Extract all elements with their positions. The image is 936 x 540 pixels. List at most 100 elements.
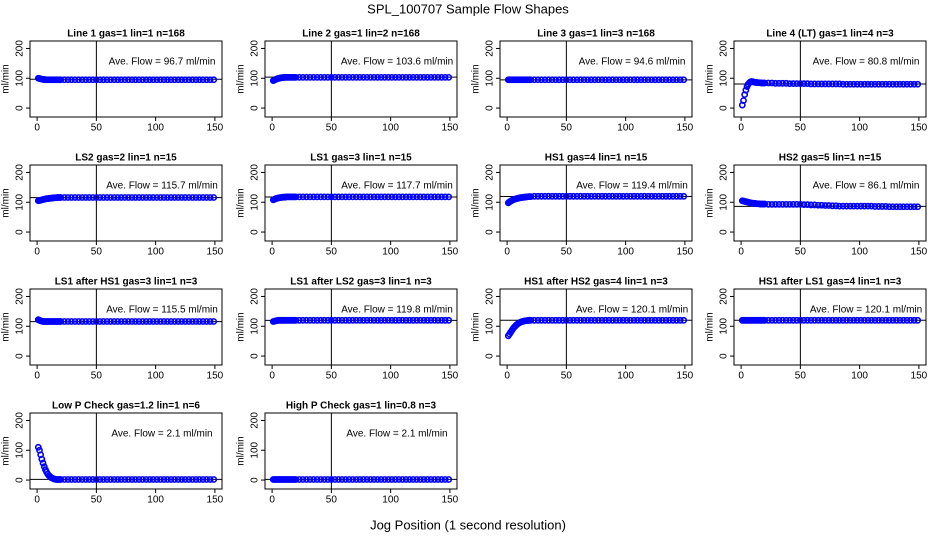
x-tick-label: 150 (442, 247, 459, 258)
data-point (552, 192, 560, 200)
x-tick-label: 0 (34, 247, 40, 258)
y-tick-label: 100 (485, 317, 496, 334)
data-point (793, 316, 801, 324)
data-point (310, 476, 317, 483)
x-tick-label: 100 (147, 371, 164, 382)
data-point (616, 192, 624, 200)
data-point (602, 192, 609, 200)
data-point (174, 318, 182, 325)
data-point (100, 194, 107, 201)
data-point (669, 76, 677, 84)
data-point (388, 73, 396, 81)
data-point (359, 193, 367, 201)
data-point (327, 476, 335, 483)
data-point (609, 316, 616, 324)
data-point (409, 476, 417, 483)
data-point (612, 192, 620, 200)
data-point (616, 316, 624, 324)
data-point (107, 194, 114, 201)
data-point (181, 194, 189, 201)
data-point (310, 73, 317, 81)
data-point (772, 79, 779, 87)
data-point (594, 76, 602, 84)
data-point (338, 73, 346, 81)
data-point (317, 193, 325, 201)
data-point (541, 316, 549, 324)
data-point (71, 194, 79, 201)
data-point (124, 476, 132, 483)
x-tick-label: 0 (34, 123, 40, 134)
data-point (82, 194, 90, 201)
data-point (374, 476, 381, 483)
data-point (782, 316, 790, 324)
data-point (836, 202, 843, 210)
x-tick-label: 150 (442, 495, 459, 506)
x-tick-label: 150 (677, 371, 694, 382)
data-point (779, 316, 786, 324)
panel-title: LS2 gas=2 lin=1 n=15 (75, 153, 177, 164)
data-point (541, 76, 549, 84)
data-point (637, 76, 645, 84)
panel-title: High P Check gas=1 lin=0.8 n=3 (286, 401, 437, 412)
data-point (846, 316, 854, 324)
data-point (811, 80, 818, 88)
data-point (75, 76, 82, 84)
data-point (836, 316, 843, 324)
data-point (352, 476, 360, 483)
data-point (584, 316, 592, 324)
y-tick-label: 100 (250, 69, 261, 86)
data-point (299, 73, 307, 81)
data-point (651, 316, 659, 324)
data-point (666, 76, 673, 84)
data-point (860, 202, 868, 210)
data-point (669, 192, 677, 200)
plot-frame (29, 288, 223, 366)
data-point (110, 194, 118, 201)
data-point (580, 76, 588, 84)
data-point (89, 476, 97, 483)
data-point (100, 76, 107, 84)
x-axis-label: Jog Position (1 second resolution) (370, 517, 566, 532)
data-point (135, 318, 143, 325)
data-point (164, 476, 171, 483)
data-point (156, 476, 164, 483)
data-point (156, 318, 164, 325)
data-point (363, 476, 371, 483)
data-point (666, 192, 673, 200)
data-point (538, 316, 545, 324)
data-point (434, 73, 442, 81)
data-point (580, 192, 588, 200)
data-point (782, 79, 790, 87)
data-point (292, 476, 300, 483)
data-point (427, 476, 435, 483)
data-point (103, 76, 111, 84)
data-point (96, 318, 104, 325)
data-point (57, 476, 65, 483)
data-point (92, 194, 100, 201)
data-point (402, 73, 410, 81)
data-point (900, 316, 907, 324)
x-tick-label: 150 (207, 123, 224, 134)
data-point (117, 194, 125, 201)
data-point (374, 316, 381, 324)
data-point (363, 193, 371, 201)
data-point (423, 476, 431, 483)
annotation: Ave. Flow = 120.1 ml/min (576, 305, 688, 316)
data-point (171, 318, 178, 325)
data-point (644, 76, 652, 84)
data-point (882, 203, 890, 210)
data-point (577, 76, 584, 84)
data-point (349, 316, 357, 324)
data-point (772, 316, 779, 324)
data-point (342, 193, 349, 201)
panel-title: Line 1 gas=1 lin=1 n=168 (67, 29, 185, 40)
data-point (612, 316, 620, 324)
y-axis-label: ml/min (236, 64, 247, 93)
data-point (110, 318, 118, 325)
x-tick-label: 100 (851, 123, 868, 134)
data-point (121, 194, 129, 201)
data-point (324, 193, 332, 201)
data-point (117, 76, 125, 84)
data-point (135, 476, 143, 483)
data-point (594, 316, 602, 324)
